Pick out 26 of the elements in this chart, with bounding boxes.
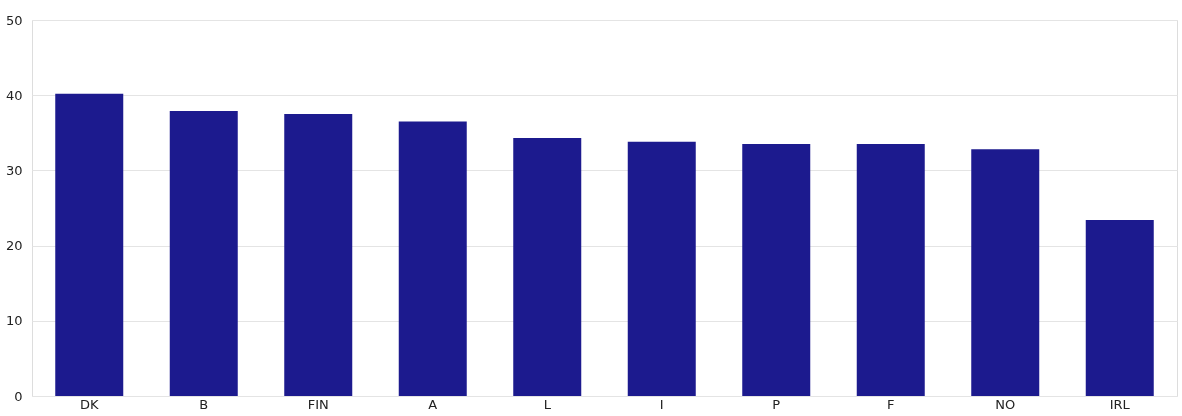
bar (971, 149, 1040, 396)
bar (398, 121, 467, 396)
x-tick-label: NO (995, 396, 1016, 412)
bar (513, 138, 582, 396)
bar (1085, 220, 1154, 396)
x-tick-label: DK (79, 396, 99, 412)
x-tick-label: L (543, 396, 552, 412)
y-tick-label: 50 (5, 12, 23, 28)
bar (627, 141, 696, 396)
x-tick-label: P (772, 396, 781, 412)
bar (856, 144, 925, 396)
y-tick-label: 40 (5, 87, 23, 103)
y-tick-label: 0 (14, 388, 23, 404)
x-tick-label: IRL (1109, 396, 1131, 412)
bar (55, 93, 124, 396)
x-tick-label: I (659, 396, 664, 412)
x-tick-label: A (428, 396, 438, 412)
x-tick-label: FIN (307, 396, 329, 412)
bar (284, 114, 353, 396)
x-tick-label: B (199, 396, 209, 412)
bar (742, 144, 811, 396)
y-tick-label: 30 (5, 162, 23, 178)
y-tick-label: 10 (5, 313, 23, 329)
x-tick-label: F (887, 396, 895, 412)
bar (169, 110, 238, 396)
y-tick-label: 20 (5, 238, 23, 254)
